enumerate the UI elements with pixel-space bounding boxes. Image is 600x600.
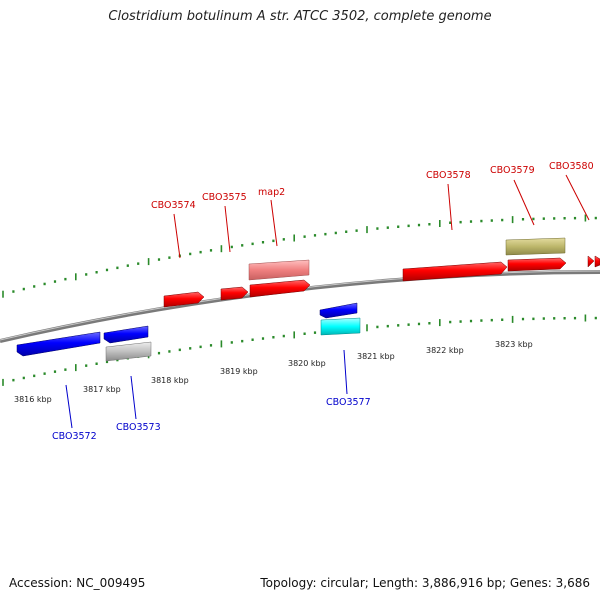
map-title: Clostridium botulinum A str. ATCC 3502, … (108, 9, 492, 24)
scale-label: 3819 kbp (220, 367, 258, 376)
gene-arrow-khaki-feature[interactable] (505, 237, 566, 256)
gene-label-cbo3579[interactable]: CBO3579 (490, 165, 535, 176)
leader-line-cbo3577 (343, 349, 348, 395)
gene-label-cbo3572[interactable]: CBO3572 (52, 431, 97, 442)
accession-text: Accession: NC_009495 (9, 576, 146, 590)
gene-arrow-cbo3575[interactable] (220, 286, 249, 301)
gene-arrow-map2[interactable] (249, 279, 311, 298)
leader-line-cbo3578 (447, 183, 453, 231)
gene-labels: CBO3572 CBO3573 CBO3574 CBO3575 map2 CBO… (52, 161, 594, 442)
scale-label: 3821 kbp (357, 352, 395, 361)
scale-label: 3817 kbp (83, 385, 121, 394)
scale-label: 3823 kbp (495, 340, 533, 349)
gene-arrow-cbo3572[interactable] (16, 331, 101, 357)
gene-arrow-cbo3580-a[interactable] (587, 255, 595, 268)
label-leader-lines (65, 174, 590, 429)
gene-arrow-cbo3579[interactable] (507, 257, 567, 272)
gene-label-cbo3578[interactable]: CBO3578 (426, 170, 471, 181)
gene-arrow-cyan-feature[interactable] (320, 317, 361, 336)
forward-strand-ticks (2, 214, 597, 298)
gene-label-cbo3573[interactable]: CBO3573 (116, 422, 161, 433)
leader-line-cbo3574 (173, 213, 181, 259)
leader-line-cbo3572 (65, 384, 73, 429)
leader-line-cbo3580 (565, 174, 590, 221)
scale-label: 3816 kbp (14, 395, 52, 404)
scale-labels: 3816 kbp 3817 kbp 3818 kbp 3819 kbp 3820… (14, 340, 533, 404)
leader-line-cbo3579 (513, 179, 535, 226)
gene-label-cbo3577[interactable]: CBO3577 (326, 397, 371, 408)
gene-arrow-cbo3574[interactable] (163, 291, 205, 308)
scale-label: 3820 kbp (288, 359, 326, 368)
gene-arrow-cbo3573[interactable] (103, 325, 149, 344)
leader-line-map2 (270, 199, 278, 247)
gene-arrow-pseudo-feature[interactable] (248, 259, 310, 281)
gene-arrow-grey-feature[interactable] (105, 341, 152, 362)
gene-arrow-cbo3577[interactable] (319, 302, 358, 319)
gene-label-cbo3574[interactable]: CBO3574 (151, 200, 196, 211)
forward-strand-genes (163, 237, 600, 308)
gene-label-cbo3580[interactable]: CBO3580 (549, 161, 594, 172)
reverse-strand-genes (16, 302, 361, 362)
gene-arrow-cbo3578[interactable] (402, 261, 508, 282)
topology-text: Topology: circular; Length: 3,886,916 bp… (260, 576, 590, 590)
gene-arrow-cbo3580-b[interactable] (594, 255, 600, 268)
gene-label-cbo3575[interactable]: CBO3575 (202, 192, 247, 203)
scale-label: 3818 kbp (151, 376, 189, 385)
leader-line-cbo3575 (224, 205, 231, 253)
reverse-strand-ticks (2, 314, 597, 386)
scale-label: 3822 kbp (426, 346, 464, 355)
gene-label-map2[interactable]: map2 (258, 187, 285, 198)
leader-line-cbo3573 (130, 375, 137, 420)
